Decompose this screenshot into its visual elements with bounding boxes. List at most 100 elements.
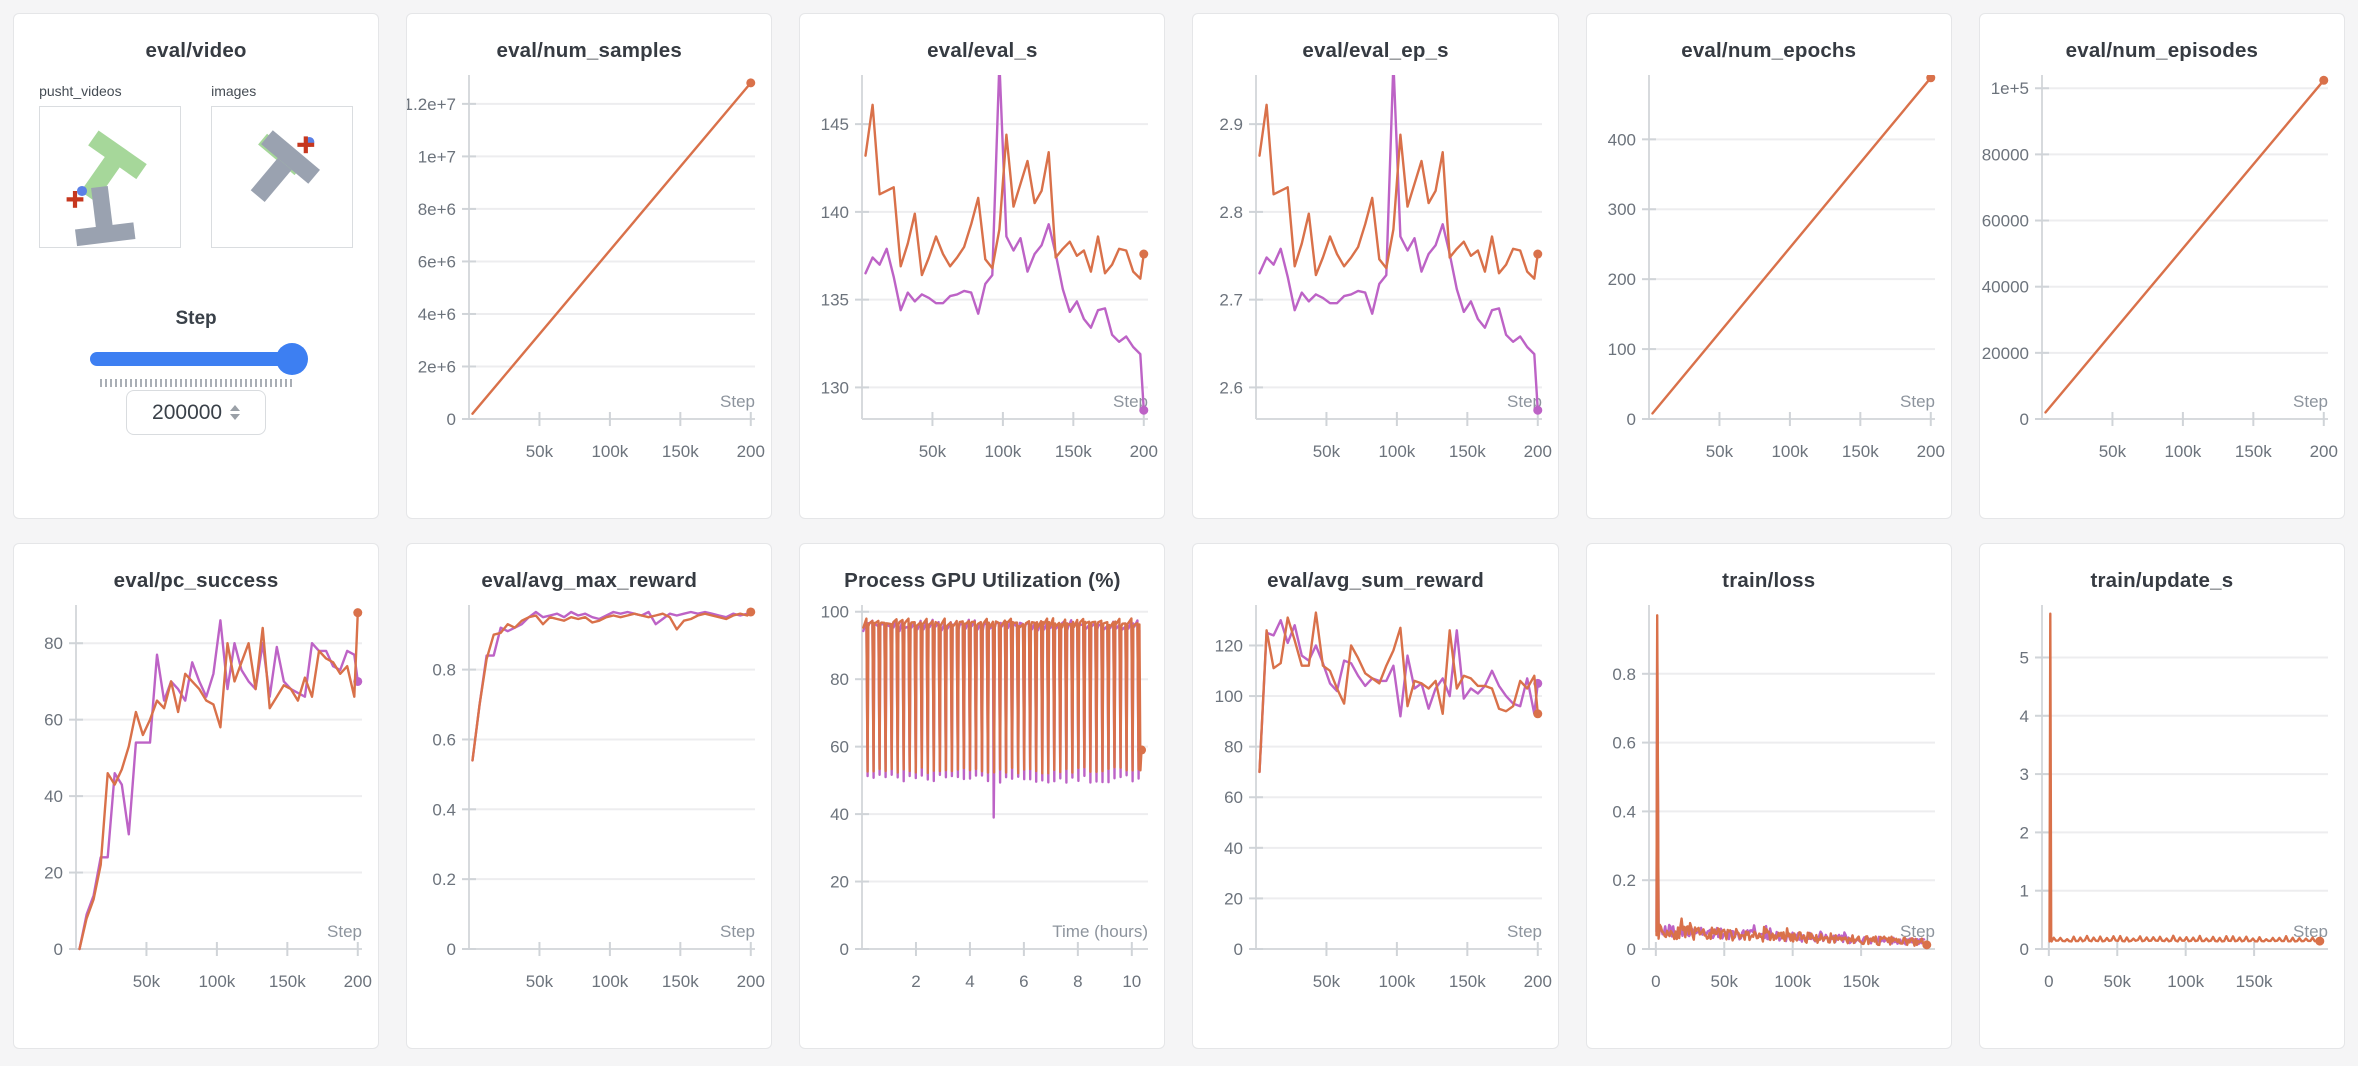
chart-eval-pc-success-plot[interactable]: 0 20 40 60 80 50k 100k 150k 200 Step	[14, 593, 378, 1017]
x-tick-label: 50k	[919, 442, 947, 461]
x-tick-label: 8	[1074, 972, 1083, 991]
x-tick-label: 100k	[592, 972, 629, 991]
panel-title: eval/num_episodes	[2065, 39, 2259, 62]
y-tick-label: 5	[2019, 648, 2028, 667]
chart-eval-num-episodes-plot[interactable]: 0 20000 40000 60000 80000 1e+5 50k 100k 150k 200 S…	[1980, 63, 2344, 487]
x-tick-label: 100k	[1771, 442, 1808, 461]
x-axis-label: Step	[327, 922, 362, 941]
chart-eval-avg-sum-reward-plot[interactable]: 0 20 40 60 80 100 120 50k 100k 150k 200 Step	[1194, 593, 1558, 1017]
y-tick-label: 0	[840, 940, 849, 959]
y-tick-label: 40000	[1982, 278, 2029, 297]
x-tick-label: 200	[1523, 972, 1551, 991]
chart-eval-eval-ep-s-plot[interactable]: 2.6 2.7 2.8 2.9 50k 100k 150k 200 Step	[1194, 63, 1558, 487]
x-tick-label: 2	[912, 972, 921, 991]
agent-dot-icon	[77, 185, 88, 197]
x-tick-label: 150k	[662, 442, 699, 461]
x-axis-label: Step	[1507, 922, 1542, 941]
series-endpoint-dot	[1137, 745, 1147, 755]
panel-train-loss: train/loss 0 0.2 0.4 0.6 0.8 0 50k 100k 150k Step	[1585, 543, 1952, 1049]
panel-train-update-s: train/update_s 0 1 2 3 4 5 0 50k 100k 150k Step	[1978, 543, 2345, 1049]
target-cross-icon	[297, 136, 315, 154]
y-tick-label: 0.8	[433, 661, 457, 680]
y-tick-label: 4	[2019, 707, 2028, 726]
chart-series-group	[471, 607, 756, 762]
x-tick-label: 150k	[1448, 972, 1485, 991]
y-tick-label: 0	[1626, 410, 1635, 429]
x-tick-label: 100k	[199, 972, 236, 991]
media-label: images	[211, 83, 257, 99]
y-tick-label: 1e+7	[418, 147, 456, 166]
chart-eval-num-epochs-plot[interactable]: 0 100 200 300 400 50k 100k 150k 200 Step	[1587, 63, 1951, 487]
x-tick-label: 6	[1020, 972, 1029, 991]
series-endpoint-dot	[1139, 405, 1149, 415]
y-tick-label: 400	[1607, 130, 1635, 149]
x-tick-label: 50k	[1312, 442, 1340, 461]
chart-eval-eval-s-plot[interactable]: 130 135 140 145 50k 100k 150k 200 Step	[800, 63, 1164, 487]
y-tick-label: 2.9	[1219, 115, 1243, 134]
x-tick-label: 100k	[985, 442, 1022, 461]
chart-canvas: 0 100 200 300 400 50k 100k 150k 200 Step	[1607, 75, 1945, 461]
pusht-video-thumbnail[interactable]	[39, 106, 182, 248]
chart-series-group	[78, 608, 363, 951]
x-tick-label: 200	[737, 972, 765, 991]
x-tick-label: 50k	[1705, 442, 1733, 461]
target-cross-icon	[66, 191, 84, 208]
y-tick-label: 40	[44, 787, 63, 806]
y-tick-label: 200	[1607, 270, 1635, 289]
series-endpoint-dot	[1532, 405, 1542, 415]
stepper-arrows[interactable]	[230, 405, 241, 420]
panel-eval-num-epochs: eval/num_epochs 0 100 200 300 400 50k 100k 150k…	[1585, 13, 1952, 519]
chart-eval-num-samples-plot[interactable]: 0 2e+6 4e+6 6e+6 8e+6 1e+7 1.2e+7 50k 100k 150k 20…	[407, 63, 771, 487]
panel-title: eval/video	[145, 39, 247, 62]
chart-series-group	[2048, 612, 2325, 946]
x-axis-label: Step	[2293, 392, 2328, 411]
chart-canvas: 0 0.2 0.4 0.6 0.8 50k 100k 150k 200 Step	[433, 605, 765, 991]
step-slider-track[interactable]	[90, 352, 299, 366]
chart-series-group	[1651, 75, 1936, 415]
x-axis-label: Step	[720, 392, 755, 411]
series-endpoint-dot	[1926, 75, 1936, 83]
chart-process-gpu-utilization-plot[interactable]: 0 20 40 60 80 100 2 4 6 8 10 Time (hours)	[800, 593, 1164, 1017]
x-tick-label: 50k	[2103, 972, 2131, 991]
decrement-icon[interactable]	[230, 414, 241, 420]
y-tick-label: 4e+6	[418, 305, 456, 324]
step-value[interactable]: 200000	[152, 400, 223, 424]
step-control: Step 200000	[14, 308, 378, 435]
series-endpoint-dot	[2315, 936, 2325, 946]
panel-eval-video: eval/video pusht_videos	[13, 13, 380, 519]
y-tick-label: 100	[1607, 340, 1635, 359]
series-endpoint-dot	[2319, 75, 2329, 85]
y-tick-label: 0.2	[1612, 871, 1636, 890]
chart-train-update-s-plot[interactable]: 0 1 2 3 4 5 0 50k 100k 150k Step	[1980, 593, 2344, 1017]
step-number-input[interactable]: 200000	[126, 390, 267, 435]
y-tick-label: 135	[821, 291, 849, 310]
series-line-orange	[1655, 614, 1928, 947]
x-axis-label: Step	[720, 922, 755, 941]
series-line-orange	[2048, 612, 2321, 943]
y-tick-label: 60	[44, 711, 63, 730]
media-row: pusht_videos	[39, 83, 354, 248]
x-tick-label: 4	[966, 972, 975, 991]
x-tick-label: 200	[737, 442, 765, 461]
panel-eval-avg-max-reward: eval/avg_max_reward 0 0.2 0.4 0.6 0.8 50k 100k…	[406, 543, 773, 1049]
x-tick-label: 150k	[2235, 442, 2272, 461]
x-tick-label: 10	[1123, 972, 1142, 991]
panel-title: eval/num_epochs	[1681, 39, 1857, 62]
chart-canvas: 2.6 2.7 2.8 2.9 50k 100k 150k 200 Step	[1219, 75, 1552, 461]
y-tick-label: 0	[2019, 410, 2028, 429]
x-tick-label: 100k	[1378, 972, 1415, 991]
images-thumbnail[interactable]	[211, 106, 354, 248]
chart-eval-avg-max-reward-plot[interactable]: 0 0.2 0.4 0.6 0.8 50k 100k 150k 200 Step	[407, 593, 771, 1017]
panel-title: train/loss	[1722, 569, 1816, 592]
y-tick-label: 60	[830, 738, 849, 757]
chart-train-loss-plot[interactable]: 0 0.2 0.4 0.6 0.8 0 50k 100k 150k Step	[1587, 593, 1951, 1017]
step-slider-thumb[interactable]	[276, 343, 309, 375]
x-tick-label: 100k	[1378, 442, 1415, 461]
chart-canvas: 0 20 40 60 80 50k 100k 150k 200 Step	[44, 605, 372, 991]
panel-eval-eval-s: eval/eval_s 130 135 140 145 50k 100k 150k 200 St…	[799, 13, 1166, 519]
x-tick-label: 50k	[1312, 972, 1340, 991]
increment-icon[interactable]	[230, 405, 241, 411]
step-slider[interactable]	[90, 343, 309, 387]
series-endpoint-dot	[746, 607, 756, 617]
step-slider-label: Step	[175, 308, 217, 329]
